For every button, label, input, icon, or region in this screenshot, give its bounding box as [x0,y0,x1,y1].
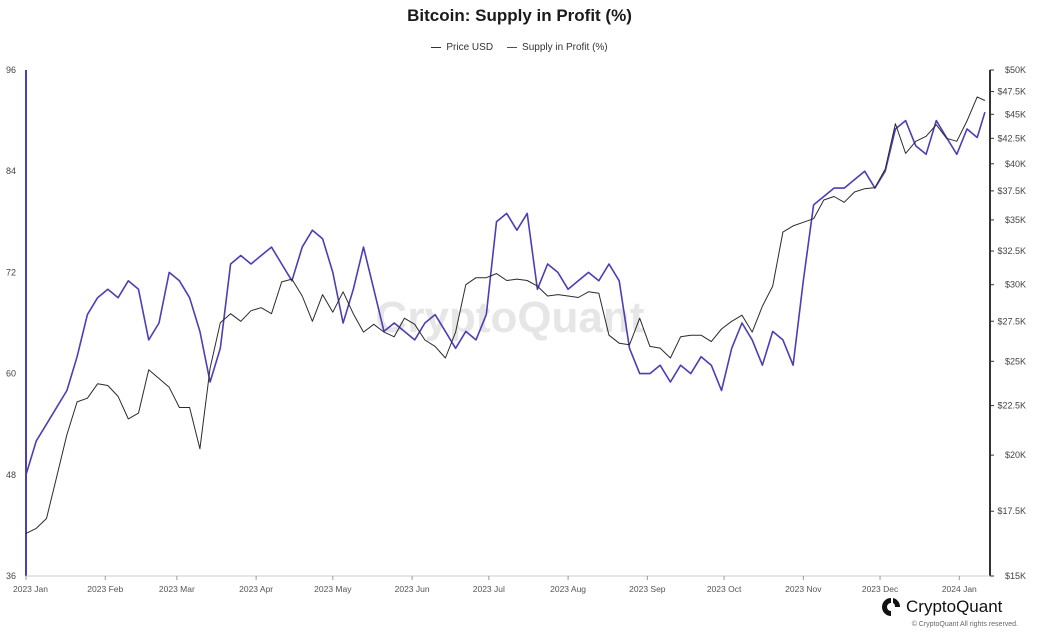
x-tick-label: 2023 Apr [239,584,273,594]
x-tick-label: 2023 Jul [473,584,505,594]
x-tick-label: 2023 Jan [13,584,48,594]
x-tick-label: 2023 Oct [707,584,742,594]
chart-legend: Price USD Supply in Profit (%) [0,42,1039,53]
y-right-tick-label: $30K [1005,280,1026,290]
legend-swatch-price [431,47,442,48]
price-usd-line[interactable] [25,96,986,534]
x-tick-label: 2023 Jun [395,584,430,594]
x-tick-label: 2023 Dec [862,584,899,594]
legend-item-price[interactable]: Price USD [431,42,493,53]
legend-label-price: Price USD [446,42,494,53]
y-right-tick-label: $37.5K [997,186,1026,196]
x-tick-label: 2024 Jan [942,584,977,594]
chart-title: Bitcoin: Supply in Profit (%) [407,6,632,25]
brand-logo: CryptoQuant [880,596,1002,618]
y-right-tick-label: $17.5K [997,506,1026,516]
brand-name: CryptoQuant [906,597,1003,616]
y-left-tick-label: 60 [6,369,16,379]
y-left-tick-label: 48 [6,470,16,480]
cryptoquant-logo-icon [882,598,901,616]
y-right-tick-label: $20K [1005,450,1026,460]
x-tick-label: 2023 Mar [159,584,195,594]
x-tick-label: 2023 Feb [87,584,123,594]
y-right-tick-label: $40K [1005,159,1026,169]
y-right-tick-label: $42.5K [997,133,1026,143]
y-right-tick-label: $47.5K [997,87,1026,97]
legend-item-supply[interactable]: Supply in Profit (%) [507,42,608,53]
y-left-tick-label: 72 [6,267,16,277]
y-left-tick-label: 96 [6,65,16,75]
y-right-tick-label: $27.5K [997,316,1026,326]
y-right-tick-label: $45K [1005,109,1026,119]
y-right-tick-label: $15K [1005,571,1026,581]
x-tick-label: 2023 May [314,584,352,594]
y-right-tick-label: $32.5K [997,246,1026,256]
x-tick-label: 2023 Sep [629,584,666,594]
copyright-text: © CryptoQuant All rights reserved. [911,621,1018,628]
x-tick-label: 2023 Aug [550,584,586,594]
axes-group: 96 84 72 60 48 36 $50K $47.5K $45K $42.5K $40K $37.… [6,65,1026,594]
y-left-tick-label: 36 [6,571,16,581]
legend-label-supply: Supply in Profit (%) [522,42,608,53]
y-right-tick-label: $35K [1005,215,1026,225]
series-group [25,96,986,534]
y-right-tick-label: $50K [1005,65,1026,75]
supply-in-profit-line[interactable] [25,111,986,476]
y-left-tick-label: 84 [6,166,16,176]
x-tick-label: 2023 Nov [785,584,822,594]
y-right-tick-label: $22.5K [997,401,1026,411]
y-right-tick-label: $25K [1005,356,1026,366]
legend-swatch-supply [507,47,518,48]
